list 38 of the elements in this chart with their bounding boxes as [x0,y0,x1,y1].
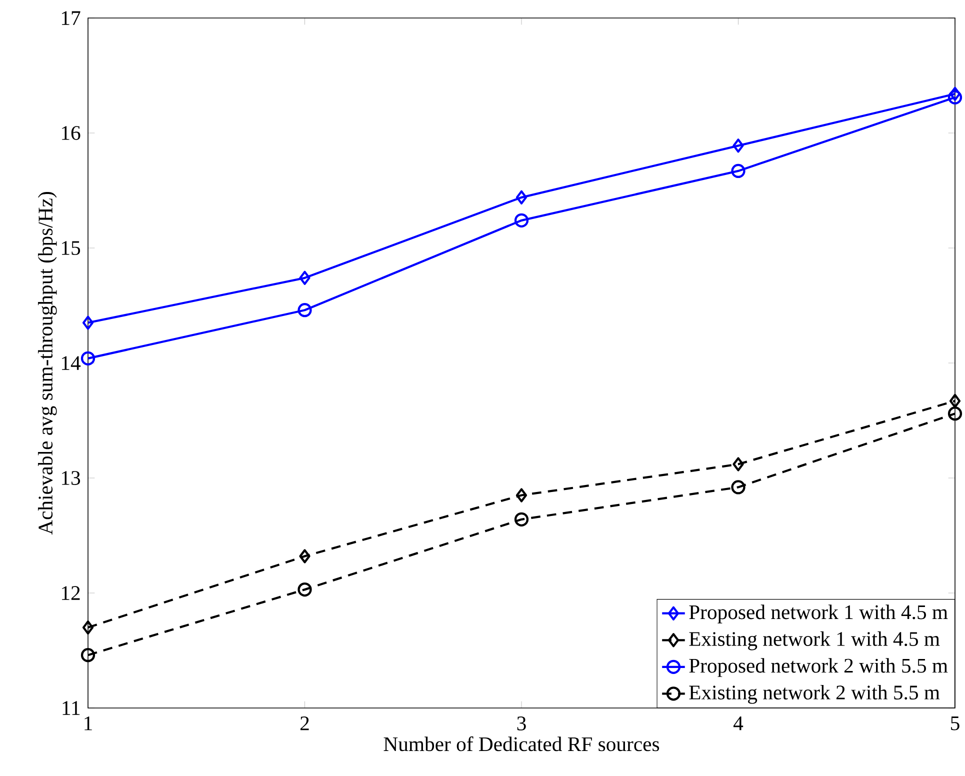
point [514,512,529,526]
x-tick-label: 5 [951,716,960,730]
point [516,488,528,502]
legend-label: Proposed network 1 with 4.5 m [689,604,948,624]
y-axis-title: Achievable avg sum-throughput (bps/Hz) [38,192,57,535]
point [731,164,746,178]
point [732,138,744,153]
legend-label: Existing network 1 with 4.5 m [689,631,940,650]
point [731,480,746,494]
x-tick-label: 1 [84,716,92,730]
x-tick-label: 3 [517,716,526,730]
point [298,582,312,597]
y-tick-label: 16 [62,126,80,140]
point [948,90,962,104]
x-tick-label: 2 [300,716,309,730]
y-tick-label: 13 [62,471,80,485]
point [516,190,528,204]
point [80,351,96,366]
point [732,457,744,472]
point [514,213,529,228]
x-tick-label: 4 [733,716,744,730]
y-tick-label: 14 [62,356,81,370]
y-tick-label: 17 [62,11,80,25]
point [949,394,961,408]
y-tick-label: 15 [62,241,80,255]
legend-label: Proposed network 2 with 5.5 m [689,658,948,677]
point [82,316,94,330]
point [298,303,312,318]
y-tick-label: 11 [62,701,80,715]
legend-label: Existing network 2 with 5.5 m [689,684,940,704]
x-axis-title: Number of Dedicated RF sources [384,736,660,752]
point [299,270,310,285]
point [299,549,310,564]
y-tick-label: 12 [62,586,80,600]
point [949,86,961,101]
point [80,648,96,662]
point [948,406,962,421]
point [82,620,94,635]
